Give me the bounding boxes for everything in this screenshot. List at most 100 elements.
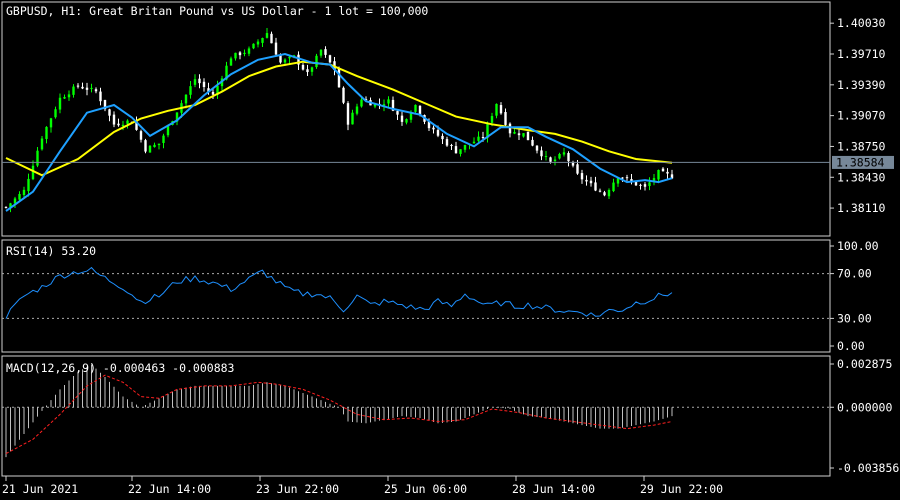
candle-body	[517, 133, 521, 136]
candle-body	[666, 171, 669, 174]
candle-body	[360, 99, 363, 107]
candle-body	[508, 123, 512, 134]
candle-body	[121, 124, 125, 127]
candle-body	[387, 99, 390, 104]
candle-body	[126, 120, 129, 124]
candle-body	[274, 42, 278, 55]
time-axis: 21 Jun 2021 22 Jun 14:00 23 Jun 22:00 25 Ju…	[2, 476, 723, 496]
candle-body	[288, 56, 291, 59]
candle-body	[531, 139, 534, 146]
price-tick-label: 1.40030	[837, 16, 886, 30]
candle-body	[184, 94, 188, 104]
candle-body	[216, 85, 219, 95]
candle-body	[526, 131, 530, 141]
candle-body	[625, 177, 629, 179]
candle-body	[630, 179, 633, 182]
candle-body	[207, 88, 210, 92]
candle-body	[58, 97, 62, 110]
candle-body	[513, 131, 516, 134]
candle-body	[540, 150, 543, 157]
candle-body	[175, 112, 179, 122]
candle-body	[495, 103, 498, 116]
time-label: 21 Jun 2021	[2, 482, 78, 496]
candle-body	[409, 113, 413, 120]
candle-body	[414, 104, 417, 112]
candle-body	[549, 157, 552, 162]
candle-body	[373, 104, 377, 107]
candle-body	[54, 109, 57, 118]
candle-body	[202, 81, 206, 87]
candle-body	[337, 69, 341, 88]
candle-body	[585, 179, 588, 182]
candle-body	[135, 121, 138, 130]
price-tick-label: 1.39390	[837, 78, 886, 92]
candle-body	[22, 189, 26, 195]
candle-body	[198, 78, 201, 84]
candle-body	[63, 97, 66, 99]
candle-body	[427, 120, 431, 129]
price-tick-label: 1.38430	[837, 170, 886, 184]
candle-body	[306, 69, 309, 73]
candle-body	[652, 178, 656, 182]
macd-signal-line	[5, 374, 673, 455]
candle-body	[607, 189, 611, 197]
candle-body	[103, 99, 107, 110]
candle-body	[76, 85, 80, 87]
candle-body	[382, 104, 386, 106]
candle-body	[85, 87, 89, 90]
candle-body	[153, 144, 156, 148]
candle-body	[166, 126, 170, 136]
candle-body	[477, 136, 480, 141]
candle-body	[72, 86, 75, 95]
candle-body	[315, 55, 318, 68]
candle-body	[544, 156, 548, 158]
candle-body	[112, 114, 116, 125]
candle-body	[571, 162, 575, 166]
time-label: 25 Jun 06:00	[384, 482, 467, 496]
candle-body	[193, 79, 197, 85]
price-tick-label: 1.38750	[837, 139, 886, 153]
candle-body	[144, 140, 147, 152]
current-price-tag	[832, 155, 894, 169]
macd-pane[interactable]	[1, 355, 831, 477]
candle-body	[634, 181, 638, 186]
candle-body	[243, 52, 246, 55]
candle-body	[247, 48, 251, 54]
candle-body	[108, 109, 111, 116]
candle-body	[490, 116, 494, 123]
candle-body	[535, 145, 539, 151]
candle-body	[463, 144, 467, 150]
candle-body	[225, 65, 228, 80]
rsi-pane[interactable]	[1, 239, 831, 353]
time-label: 28 Jun 14:00	[512, 482, 595, 496]
candle-body	[252, 43, 255, 49]
candle-body	[355, 106, 359, 114]
candle-body	[553, 159, 557, 162]
candle-body	[319, 49, 323, 56]
candle-body	[391, 99, 395, 111]
rsi-tick-label: 0.00	[837, 339, 865, 353]
candle-body	[598, 190, 602, 192]
candle-body	[481, 136, 485, 138]
candle-body	[261, 38, 264, 43]
current-price-label: 1.38584	[836, 155, 885, 169]
macd-histogram	[5, 364, 673, 458]
candle-body	[90, 87, 93, 89]
rsi-tick-label: 30.00	[837, 311, 872, 325]
candle-body	[612, 182, 615, 192]
candle-body	[27, 178, 30, 192]
candle-body	[639, 184, 642, 186]
macd-tick-label: 0.000000	[837, 400, 892, 414]
price-chart-title: GBPUSD, H1: Great Britan Pound vs US Dol…	[6, 4, 428, 18]
candle-body	[36, 150, 39, 166]
price-pane[interactable]	[1, 1, 831, 237]
candle-body	[621, 177, 624, 179]
candle-body	[405, 119, 408, 123]
candle-body	[436, 130, 440, 136]
candle-body	[328, 55, 332, 63]
candle-body	[643, 184, 647, 187]
candle-body	[283, 59, 287, 63]
time-label: 22 Jun 14:00	[128, 482, 211, 496]
candle-body	[504, 112, 507, 125]
